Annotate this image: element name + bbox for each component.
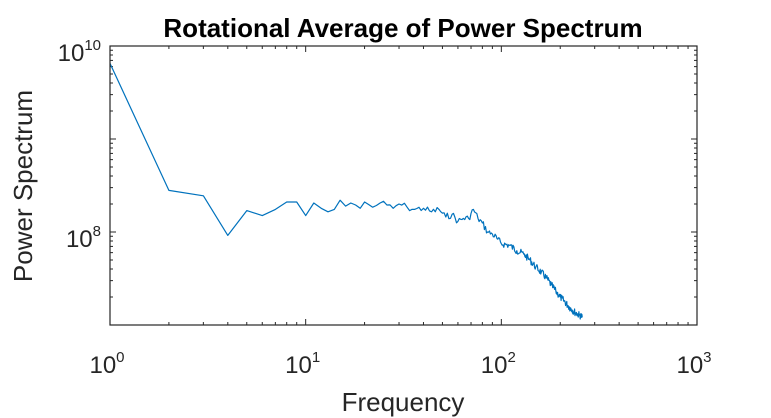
x-tick-label: 103 <box>676 349 711 379</box>
tick-labels: 100 101 102 103 108 1010 <box>58 37 712 379</box>
x-tick-label: 100 <box>89 349 124 379</box>
series-layer <box>109 63 583 320</box>
y-axis-label: Power Spectrum <box>8 90 38 282</box>
chart-title: Rotational Average of Power Spectrum <box>163 13 642 43</box>
x-axis-label: Frequency <box>342 387 465 417</box>
x-tick-label: 102 <box>481 349 516 379</box>
plot-frame <box>109 45 698 326</box>
y-tick-label: 1010 <box>58 37 101 67</box>
series-line <box>109 63 583 320</box>
y-tick-label: 108 <box>66 223 101 253</box>
x-tick-label: 101 <box>285 349 320 379</box>
plot-area <box>110 46 697 325</box>
